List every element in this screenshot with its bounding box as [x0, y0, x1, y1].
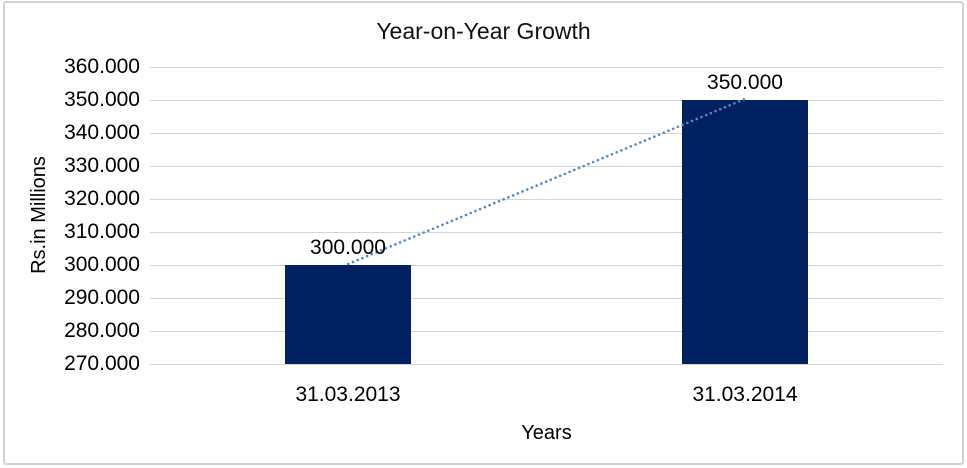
- y-tick-label: 350.000: [64, 88, 140, 111]
- bar-31.03.2014: [682, 100, 808, 364]
- y-tick-label: 320.000: [64, 187, 140, 210]
- gridline: [150, 265, 943, 266]
- y-tick-label: 330.000: [64, 154, 140, 177]
- bar-31.03.2013: [285, 265, 411, 364]
- gridline: [150, 166, 943, 167]
- y-tick-label: 340.000: [64, 121, 140, 144]
- gridline: [150, 133, 943, 134]
- data-label: 350.000: [707, 71, 783, 94]
- gridline: [150, 298, 943, 299]
- y-tick-label: 300.000: [64, 253, 140, 276]
- chart-title: Year-on-Year Growth: [376, 18, 591, 44]
- y-tick-label: 280.000: [64, 319, 140, 342]
- y-tick-label: 360.000: [64, 55, 140, 78]
- y-tick-label: 310.000: [64, 220, 140, 243]
- x-tick-label: 31.03.2014: [692, 383, 798, 406]
- gridline: [150, 232, 943, 233]
- x-axis-title: Years: [521, 422, 572, 444]
- gridline: [150, 364, 943, 365]
- gridline: [150, 331, 943, 332]
- y-axis-title: Rs.in Millions: [28, 156, 50, 274]
- y-tick-label: 290.000: [64, 286, 140, 309]
- gridline: [150, 67, 943, 68]
- x-tick-label: 31.03.2013: [295, 383, 401, 406]
- gridline: [150, 199, 943, 200]
- y-tick-label: 270.000: [64, 352, 140, 375]
- gridline: [150, 100, 943, 101]
- data-label: 300.000: [310, 236, 386, 259]
